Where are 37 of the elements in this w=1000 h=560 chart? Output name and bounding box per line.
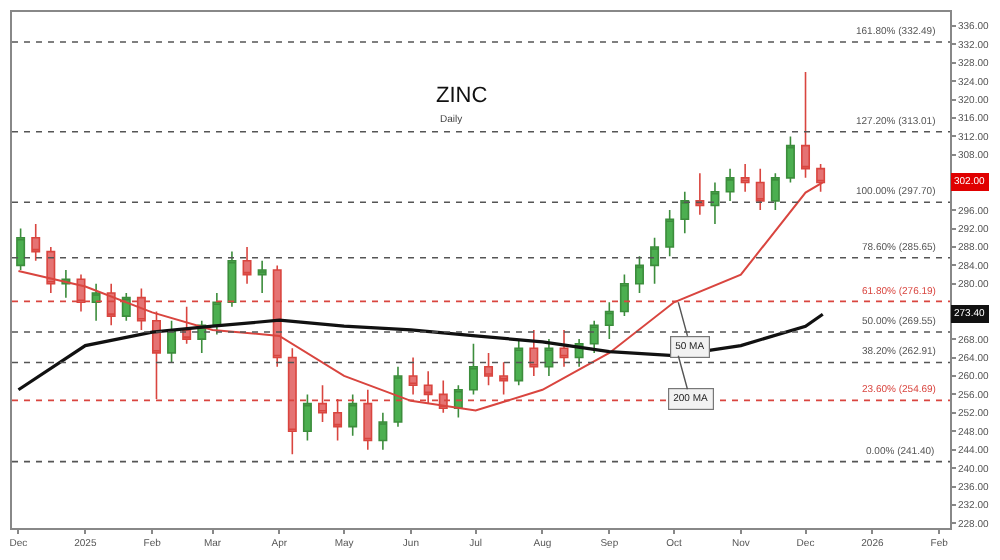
candlestick	[302, 393, 312, 442]
candlestick	[484, 352, 494, 386]
candlestick	[604, 301, 614, 340]
candlestick	[695, 172, 705, 216]
candlestick	[770, 172, 780, 211]
candlestick	[544, 338, 554, 377]
candlestick	[801, 71, 811, 179]
candlestick	[755, 167, 765, 211]
candlestick	[212, 292, 222, 336]
candlestick	[499, 361, 509, 396]
candlestick	[710, 181, 720, 225]
candlestick	[242, 246, 252, 285]
line-series	[16, 312, 825, 392]
candlestick	[393, 365, 403, 428]
candlestick	[619, 273, 629, 317]
text: ZINC	[436, 84, 488, 108]
candlestick	[468, 342, 478, 396]
candlestick	[91, 283, 101, 322]
candlestick	[665, 209, 675, 257]
candlestick	[257, 259, 267, 294]
candlestick	[16, 227, 26, 271]
candlestick	[408, 356, 418, 396]
candlestick	[725, 167, 735, 202]
candlestick	[740, 163, 750, 193]
candlestick	[589, 319, 599, 354]
candlestick	[785, 135, 795, 184]
candlestick	[650, 236, 660, 285]
candlestick	[680, 190, 690, 234]
candlestick	[635, 255, 644, 294]
candlestick	[559, 329, 569, 368]
candlestick	[378, 412, 388, 451]
candlestick	[514, 338, 524, 386]
candlestick	[31, 223, 41, 262]
candlestick	[348, 393, 358, 437]
candlestick	[227, 250, 237, 308]
candlestick	[46, 246, 56, 294]
candlestick	[529, 329, 539, 377]
